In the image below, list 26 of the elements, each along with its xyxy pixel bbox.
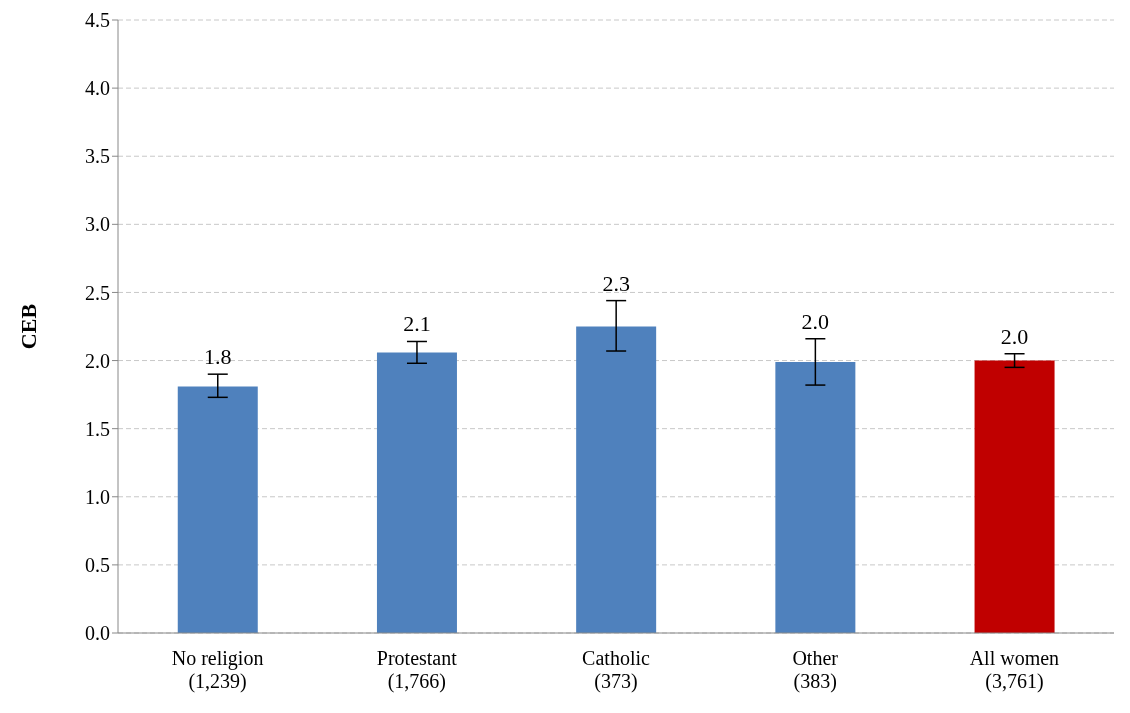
y-tick-label: 1.5 [85,417,110,440]
y-tick-label: 0.5 [85,553,110,576]
bar [974,360,1055,633]
y-tick-label: 3.5 [85,145,110,168]
x-tick-label: All women (3,761) [969,647,1060,693]
y-tick-label: 2.5 [85,281,110,304]
x-tick-label: No religion (1,239) [171,647,264,693]
x-tick-label: Catholic (373) [582,647,650,693]
y-tick-label: 2.0 [85,349,110,372]
data-label: 2.3 [602,270,630,296]
data-label: 1.8 [204,344,232,370]
y-tick-label: 0.0 [85,622,110,645]
y-tick-label: 4.5 [85,9,110,32]
y-tick-label: 1.0 [85,485,110,508]
data-label: 2.0 [801,308,830,334]
bar [576,326,657,633]
data-label: 2.1 [403,311,431,337]
bar [775,361,856,633]
x-tick-label: Other (383) [792,647,839,693]
y-tick-label: 4.0 [85,77,110,100]
y-axis-title: CEB [15,303,41,350]
x-tick-label: Protestant (1,766) [376,647,458,693]
bar [376,352,457,633]
data-label: 2.0 [1000,323,1029,349]
y-tick-label: 3.0 [85,213,110,236]
bar [177,386,258,633]
